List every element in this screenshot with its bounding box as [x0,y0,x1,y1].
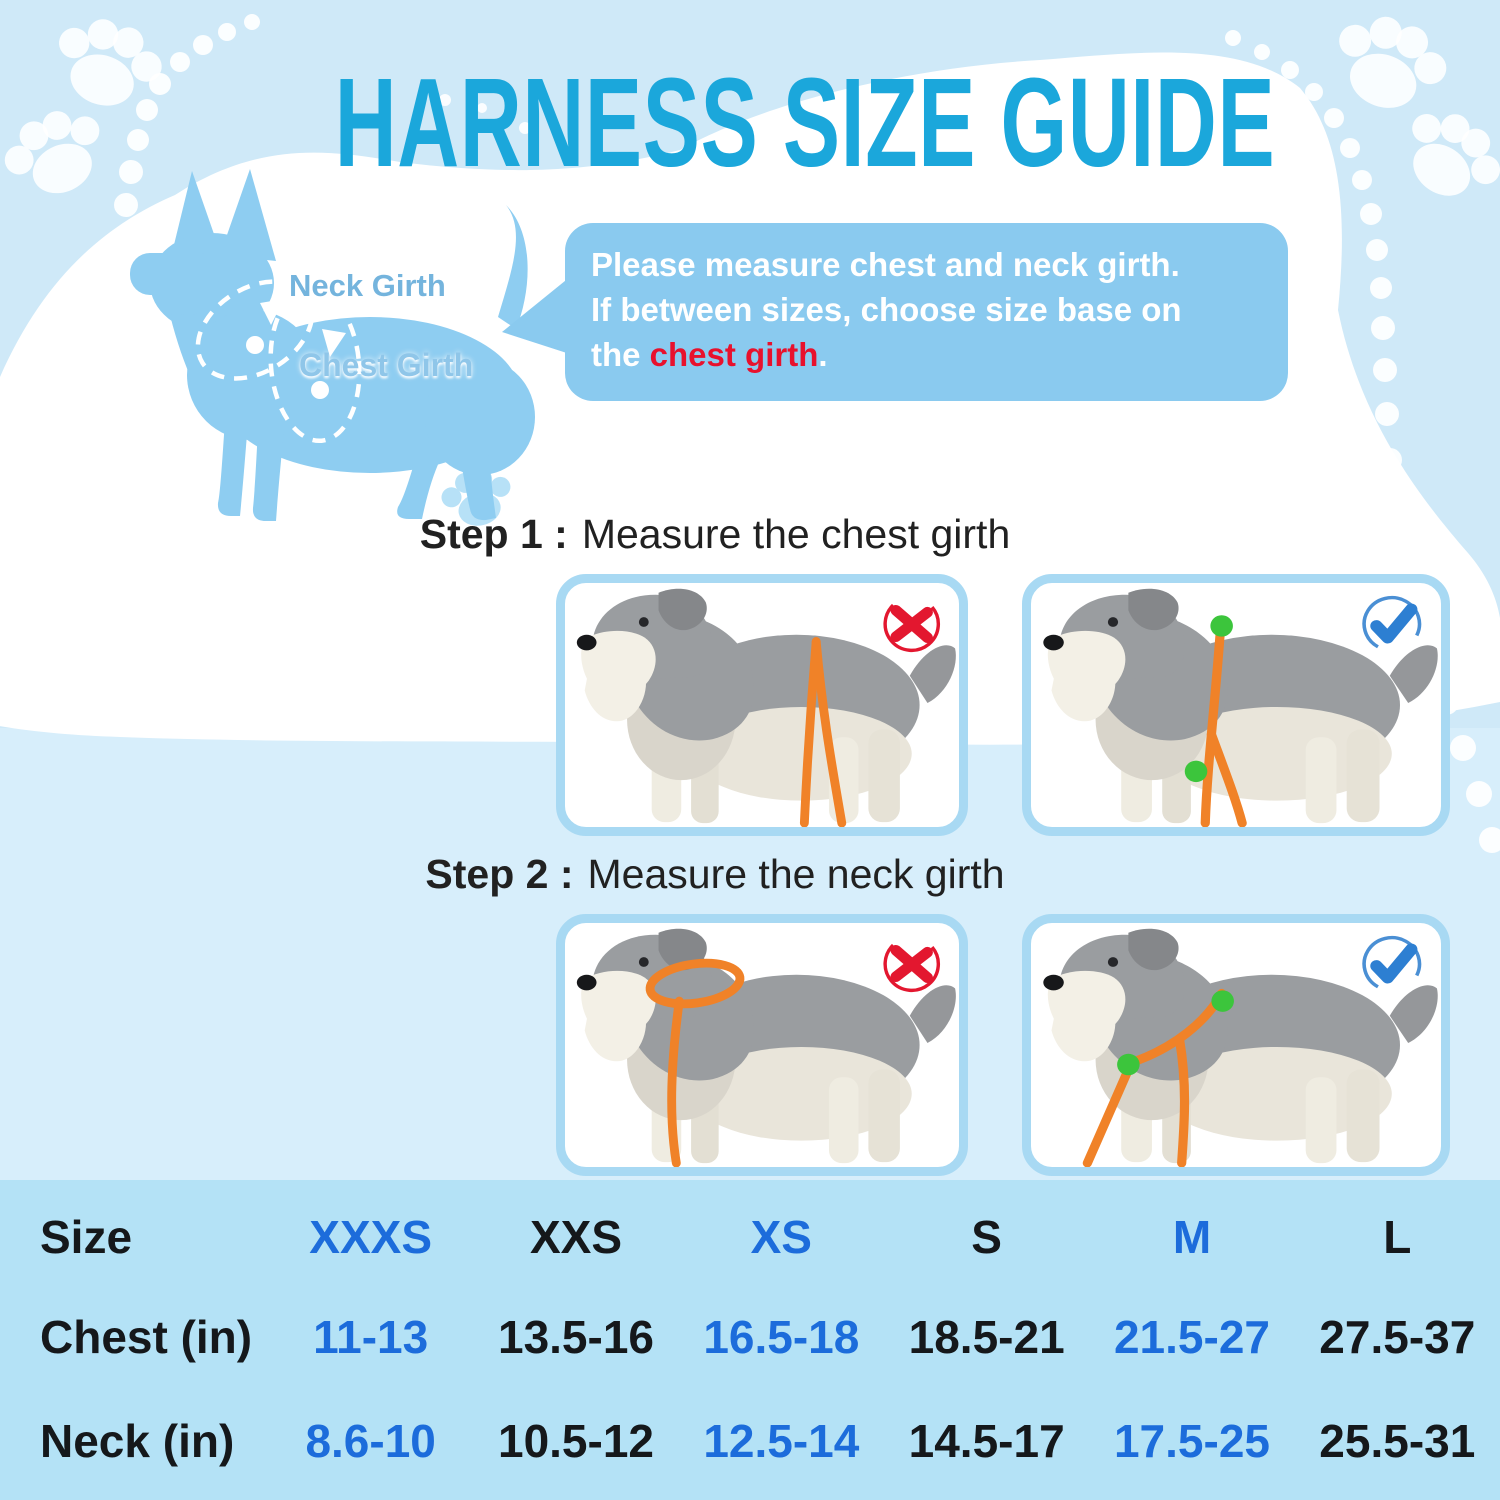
paw-trail-dots [101,14,260,318]
chest-value: 11-13 [313,1311,429,1363]
paw-trail-dots [1225,30,1500,853]
size-col: M [1172,1211,1212,1263]
measure-point-dot [1117,1053,1140,1076]
measuring-tape [645,958,745,1167]
step-2-label: Step 2 : [425,851,574,897]
neck-row-label: Neck (in) [40,1415,235,1467]
paw-print-icon [1321,3,1457,125]
chest-girth-emphasis: chest girth [649,336,819,373]
photo-step2-wrong [556,914,968,1176]
neck-value: 14.5-17 [908,1415,1065,1467]
chest-value: 16.5-18 [703,1311,860,1363]
measure-point-dot [1211,990,1234,1012]
photo-step1-right [1022,574,1450,836]
paw-print-icon [1386,95,1500,218]
neck-value: 25.5-31 [1319,1415,1476,1467]
chest-row-label: Chest (in) [40,1311,253,1363]
measuring-tape [799,637,847,827]
neck-value: 12.5-14 [703,1415,860,1467]
photo-step1-wrong [556,574,968,836]
size-col: XS [750,1211,812,1263]
measure-point-dot [1210,615,1233,637]
step-1-heading: Step 1 : Measure the chest girth [0,511,1465,558]
dog-silhouette-icon [130,169,535,521]
speech-bubble: Please measure chest and neck girth. If … [565,223,1288,401]
size-table: Size XXXS XXS XS S M L Chest (in) 11-13 … [0,1180,1500,1500]
neck-value: 10.5-12 [497,1415,654,1467]
speech-bubble-tail [502,272,576,356]
chest-value: 21.5-27 [1113,1311,1270,1363]
size-col: L [1383,1211,1412,1263]
paw-print-icon [0,96,118,211]
measure-point-dot [246,336,264,354]
step-1-instruction: Measure the chest girth [581,511,1011,557]
chest-girth-label: Chest Girth [299,347,474,383]
neck-value: 8.6-10 [305,1415,436,1467]
size-header-label: Size [40,1211,133,1263]
measure-point-dot [311,381,329,399]
step-1-label: Step 1 : [419,511,568,557]
measuring-tape [1200,622,1247,827]
chest-value: 13.5-16 [497,1311,654,1363]
bubble-line-3: the chest girth. [591,336,828,373]
chest-value: 27.5-37 [1319,1311,1476,1363]
page-title: HARNESS SIZE GUIDE [334,52,1276,193]
step-2-instruction: Measure the neck girth [587,851,1005,897]
neck-girth-label: Neck Girth [289,268,446,303]
photo-step2-right [1022,914,1450,1176]
neck-value: 17.5-25 [1113,1415,1270,1467]
step-2-heading: Step 2 : Measure the neck girth [0,851,1465,898]
size-col: XXXS [309,1211,433,1263]
size-table-header-row: Size XXXS XXS XS S M L [0,1202,1500,1272]
chest-girth-ellipse [268,286,362,444]
arrow-icon [322,329,346,357]
schnauzer-photo [576,928,956,1164]
bubble-line-2: If between sizes, choose size base on [591,291,1182,328]
measure-point-dot [1184,760,1208,783]
neck-girth-ellipse [195,279,315,381]
size-col: XXS [529,1211,623,1263]
size-col: S [971,1211,1002,1263]
chest-row: Chest (in) 11-13 13.5-16 16.5-18 18.5-21… [0,1302,1500,1372]
neck-row: Neck (in) 8.6-10 10.5-12 12.5-14 14.5-17… [0,1406,1500,1476]
schnauzer-photo [576,588,956,824]
bubble-line-1: Please measure chest and neck girth. [591,246,1180,283]
chest-value: 18.5-21 [908,1311,1065,1363]
arrow-icon [260,299,284,325]
